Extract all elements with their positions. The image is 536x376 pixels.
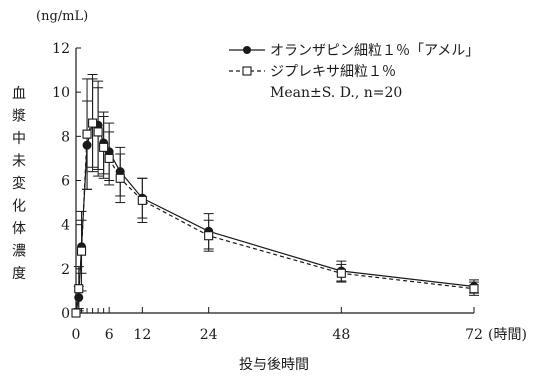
data-point <box>336 268 346 278</box>
y-tick-label: 6 <box>61 174 70 190</box>
x-tick-label: 24 <box>200 327 218 343</box>
data-point <box>82 129 92 139</box>
x-tick-label: 0 <box>72 327 81 343</box>
legend-label: オランザピン細粒１％「アメル」 <box>270 43 479 59</box>
y-axis-title-char: 変 <box>12 175 26 192</box>
data-point <box>93 127 103 137</box>
legend-marker <box>242 66 252 76</box>
legend-marker <box>243 46 251 54</box>
y-axis-title-char: 度 <box>12 266 26 282</box>
y-axis-title-char: 漿 <box>12 109 26 125</box>
legend: オランザピン細粒１％「アメル」ジプレキサ細粒１％ Mean±S. D., n=20 <box>229 43 479 101</box>
y-tick-label: 2 <box>61 262 70 278</box>
legend-label: ジプレキサ細粒１％ <box>270 64 396 80</box>
series-layer <box>71 74 479 318</box>
series-line <box>75 121 475 314</box>
data-point <box>71 308 81 318</box>
y-axis-title-char: 濃 <box>12 244 26 260</box>
legend-item: ジプレキサ細粒１％ <box>229 64 396 80</box>
y-axis-title-char: 未 <box>12 154 26 170</box>
y-tick-label: 0 <box>61 306 70 322</box>
x-tick-label: 6 <box>105 327 114 343</box>
data-point <box>469 284 479 294</box>
data-point <box>76 246 87 256</box>
data-point <box>74 284 84 294</box>
data-point <box>204 231 214 241</box>
series-2 <box>71 74 479 318</box>
y-axis-title-char: 中 <box>12 131 26 147</box>
y-tick-label: 10 <box>52 85 70 101</box>
y-tick-label: 4 <box>61 218 70 234</box>
data-point <box>104 153 114 163</box>
y-axis-title-char: 血 <box>12 86 26 102</box>
x-axis-unit: (時間) <box>488 327 527 343</box>
series-1 <box>71 78 479 318</box>
x-axis-title: 投与後時間 <box>239 357 309 373</box>
x-tick-label: 48 <box>332 327 350 343</box>
y-unit-label: (ng/mL) <box>36 9 88 24</box>
data-point <box>88 118 98 128</box>
x-tick-label: 72 <box>465 327 483 343</box>
legend-note: Mean±S. D., n=20 <box>270 85 402 101</box>
y-axis-title-char: 化 <box>12 199 26 215</box>
x-tick-label: 12 <box>133 327 151 343</box>
data-point <box>137 195 147 205</box>
data-point <box>115 173 125 183</box>
y-axis-title-char: 体 <box>12 221 26 237</box>
y-tick-label: 8 <box>61 129 70 145</box>
series-line <box>75 122 475 314</box>
data-point <box>99 142 109 152</box>
legend-item: オランザピン細粒１％「アメル」 <box>229 43 479 59</box>
y-axis-ticks: 0 2 4 6 8 10 12 <box>52 41 81 322</box>
y-tick-label: 12 <box>52 41 70 57</box>
